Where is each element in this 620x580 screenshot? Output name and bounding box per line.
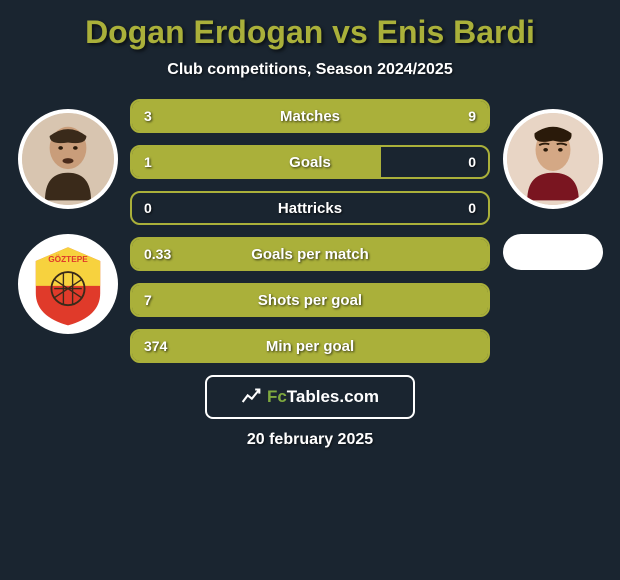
stat-label: Matches — [132, 101, 488, 131]
player-left-photo — [18, 109, 118, 209]
stat-label: Hattricks — [132, 193, 488, 223]
player-right-photo — [503, 109, 603, 209]
chart-icon — [241, 387, 261, 407]
stat-row-min-per-goal: 374 Min per goal — [130, 329, 490, 363]
stat-label: Goals — [132, 147, 488, 177]
date-text: 20 february 2025 — [247, 431, 373, 449]
stat-label: Min per goal — [132, 331, 488, 361]
stat-label: Goals per match — [132, 239, 488, 269]
stat-right-value: 0 — [468, 147, 476, 177]
stat-right-value: 0 — [468, 193, 476, 223]
player-left-club-badge: GÖZTEPE — [18, 234, 118, 334]
stat-row-goals: 1 Goals 0 — [130, 145, 490, 179]
left-player-column: GÖZTEPE — [10, 99, 125, 334]
brand-text: FcTables.com — [267, 387, 379, 407]
subtitle: Club competitions, Season 2024/2025 — [167, 61, 452, 79]
comparison-area: GÖZTEPE 3 Matches 9 1 Goals 0 0 — [10, 99, 610, 363]
brand-prefix: Fc — [267, 387, 287, 406]
stat-row-hattricks: 0 Hattricks 0 — [130, 191, 490, 225]
stat-right-value: 9 — [468, 101, 476, 131]
stat-bars: 3 Matches 9 1 Goals 0 0 Hattricks 0 — [125, 99, 495, 363]
brand-suffix: Tables.com — [287, 387, 379, 406]
right-player-column — [495, 99, 610, 270]
page-title: Dogan Erdogan vs Enis Bardi — [85, 14, 535, 51]
svg-text:GÖZTEPE: GÖZTEPE — [48, 254, 88, 264]
stat-row-goals-per-match: 0.33 Goals per match — [130, 237, 490, 271]
player-right-club-blank — [503, 234, 603, 270]
brand-badge: FcTables.com — [205, 375, 415, 419]
stat-label: Shots per goal — [132, 285, 488, 315]
stat-row-matches: 3 Matches 9 — [130, 99, 490, 133]
stat-row-shots-per-goal: 7 Shots per goal — [130, 283, 490, 317]
